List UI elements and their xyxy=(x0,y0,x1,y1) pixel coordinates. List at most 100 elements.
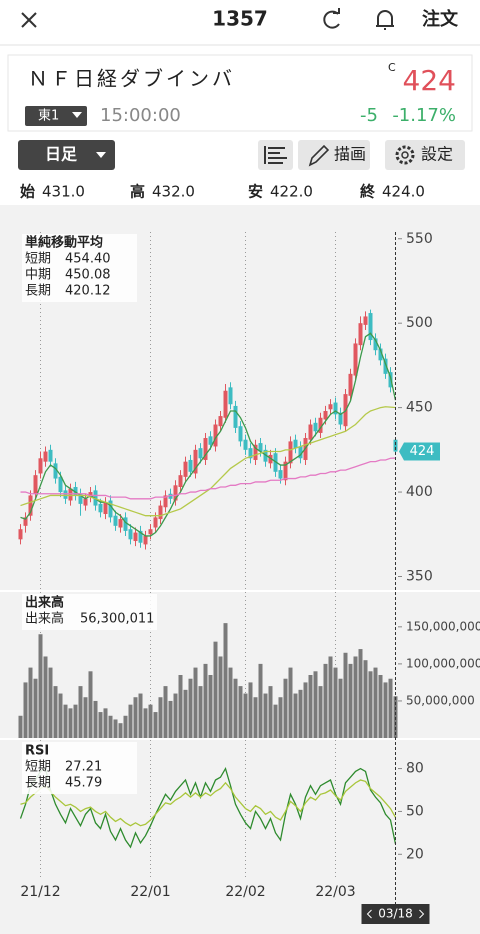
y-tick-label: 20 xyxy=(406,846,424,862)
chevron-left xyxy=(366,909,372,919)
candle-body xyxy=(263,449,268,462)
chart-type-button[interactable] xyxy=(258,140,293,170)
legend-name: 長期 xyxy=(25,284,51,299)
candle-body xyxy=(178,475,183,487)
volume-bar xyxy=(68,708,73,738)
candle-body xyxy=(53,463,58,479)
volume-bar xyxy=(113,719,118,738)
y-tick-label: 100,000,000 xyxy=(406,656,480,670)
volume-bar xyxy=(208,675,213,738)
volume-bar xyxy=(53,686,58,738)
candle-body xyxy=(308,424,313,440)
candle-body xyxy=(83,498,88,506)
volume-bar xyxy=(233,678,238,738)
volume-bar xyxy=(88,671,93,738)
volume-bar xyxy=(138,693,143,738)
candle-body xyxy=(163,495,168,508)
legend-value: 56,300,011 xyxy=(80,612,154,627)
candle-body xyxy=(313,422,318,432)
ohlc-row: 始 431.0 高 432.0 安 422.0 終 424.0 xyxy=(20,183,425,201)
close-button[interactable] xyxy=(21,12,37,28)
volume-bar xyxy=(173,693,178,738)
cursor-date-box xyxy=(361,904,430,924)
candle-body xyxy=(18,529,23,540)
candle-body xyxy=(23,517,28,526)
candle-body xyxy=(98,503,103,513)
volume-bar xyxy=(183,689,188,738)
candle-body xyxy=(43,451,48,462)
volume-bar xyxy=(243,693,248,738)
candle-body xyxy=(143,535,148,545)
candle-body xyxy=(328,404,333,410)
volume-bar xyxy=(48,667,53,738)
volume-bar xyxy=(58,693,63,738)
candle-body xyxy=(118,519,123,528)
volume-bar xyxy=(108,715,113,738)
volume-bar xyxy=(223,623,228,738)
volume-bar xyxy=(378,675,383,738)
volume-bar xyxy=(143,708,148,738)
dropdown-icon xyxy=(96,152,106,158)
volume-bar xyxy=(28,667,33,738)
bars-icon xyxy=(264,146,287,164)
y-tick-label: 50 xyxy=(406,803,424,819)
volume-bar xyxy=(253,697,258,738)
price-badge xyxy=(399,442,440,461)
volume-bar xyxy=(313,671,318,738)
volume-bar xyxy=(363,660,368,738)
moving-average xyxy=(20,457,396,500)
volume-bar xyxy=(333,667,338,738)
candle-body xyxy=(278,470,283,479)
candle-body xyxy=(128,529,133,540)
volume-bar xyxy=(318,686,323,738)
candle-body xyxy=(253,444,258,460)
legend-value: 420.12 xyxy=(65,284,111,299)
gear-icon xyxy=(395,145,415,165)
candle-body xyxy=(63,490,68,499)
volume-bar xyxy=(123,715,128,738)
y-tick-label: 80 xyxy=(406,761,424,777)
volume-bar xyxy=(238,686,243,738)
legend-title: 単純移動平均 xyxy=(25,235,103,251)
volume-bar xyxy=(258,663,263,738)
volume-bar xyxy=(43,656,48,738)
candle-body xyxy=(338,412,343,425)
ohlc-label: 終 xyxy=(360,183,376,201)
candle-body xyxy=(213,424,218,447)
volume-bar xyxy=(38,634,43,738)
candle-body xyxy=(93,490,98,506)
candle-body xyxy=(273,453,278,472)
y-tick-label: 400 xyxy=(406,484,433,500)
candle-body xyxy=(268,454,273,464)
refresh-button[interactable] xyxy=(323,8,340,29)
x-tick-label: 22/01 xyxy=(130,884,170,900)
volume-bar xyxy=(83,697,88,738)
market-select[interactable] xyxy=(25,106,87,126)
bell-button[interactable] xyxy=(376,10,394,30)
order-button[interactable]: 注文 xyxy=(422,8,459,30)
legend-value: 27.21 xyxy=(65,760,102,775)
candle-body xyxy=(183,461,188,477)
time: 15:00:00 xyxy=(100,105,181,126)
legend-title: RSI xyxy=(25,744,49,759)
close-flag: C xyxy=(388,61,396,74)
cursor-date: 03/18 xyxy=(378,907,413,921)
candle-body xyxy=(318,417,323,433)
volume-bar xyxy=(98,712,103,738)
legend-name: 短期 xyxy=(25,252,51,267)
gear-icon xyxy=(401,151,409,159)
volume-bar xyxy=(353,656,358,738)
volume-bar xyxy=(273,704,278,738)
volume-bar xyxy=(388,678,393,738)
legend-name: 短期 xyxy=(25,760,51,775)
legend-name: 長期 xyxy=(25,776,51,791)
candle-body xyxy=(38,458,43,474)
header-title: 1357 xyxy=(212,7,268,31)
candle-body xyxy=(188,459,193,472)
volume-bar xyxy=(268,686,273,738)
candle-body xyxy=(203,438,208,460)
candle-body xyxy=(28,495,33,516)
period-select[interactable] xyxy=(18,140,115,170)
